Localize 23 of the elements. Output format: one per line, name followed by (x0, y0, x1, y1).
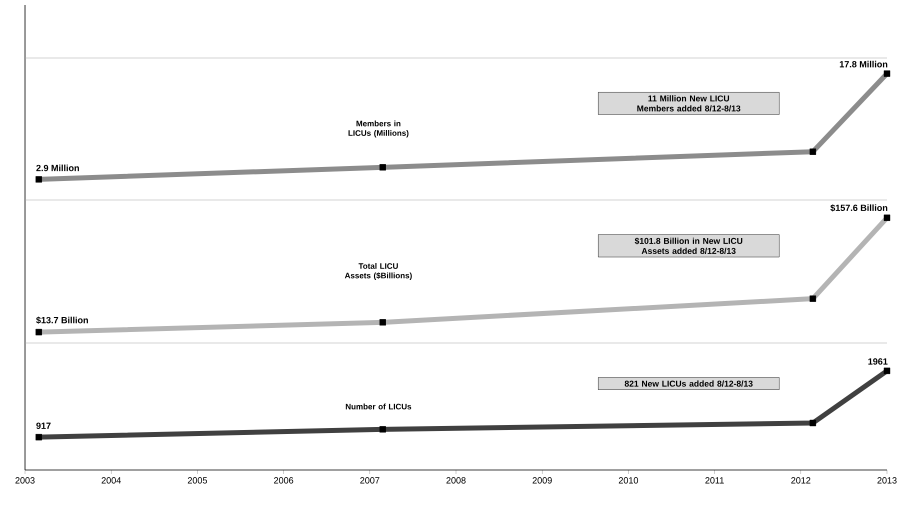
annotation: $101.8 Billion in New LICU Assets added 8/12-8/13 (634, 238, 742, 254)
data-label: 1961 (868, 358, 888, 365)
x-tick-label: 2005 (188, 477, 208, 484)
x-tick-label: 2004 (102, 477, 121, 484)
x-tick-label: 2012 (791, 477, 810, 484)
data-label: 2.9 Million (36, 164, 79, 172)
data-label: 17.8 Million (840, 60, 888, 68)
x-tick-label: 2013 (877, 477, 897, 484)
text: Members in LICUs (Millions) (348, 120, 408, 138)
annotation: 821 New LICUs added 8/12-8/13 (624, 380, 753, 387)
text: Number of LICUs (346, 404, 412, 410)
data-label: $157.6 Billion (830, 204, 888, 212)
x-tick-label: 2006 (274, 477, 294, 484)
data-label: $13.7 Billion (36, 316, 88, 324)
x-tick-label: 2007 (360, 477, 380, 484)
x-tick-label: 2008 (446, 477, 466, 484)
x-tick-label: 2003 (15, 477, 35, 484)
text: Total LICU Assets ($Billions) (344, 263, 412, 280)
x-tick-label: 2011 (705, 477, 724, 484)
data-label: 917 (36, 422, 51, 429)
annotation: 11 Million New LICU Members added 8/12-8/13 (637, 95, 740, 112)
x-tick-label: 2010 (618, 477, 638, 484)
x-tick-label: 2009 (532, 477, 552, 484)
